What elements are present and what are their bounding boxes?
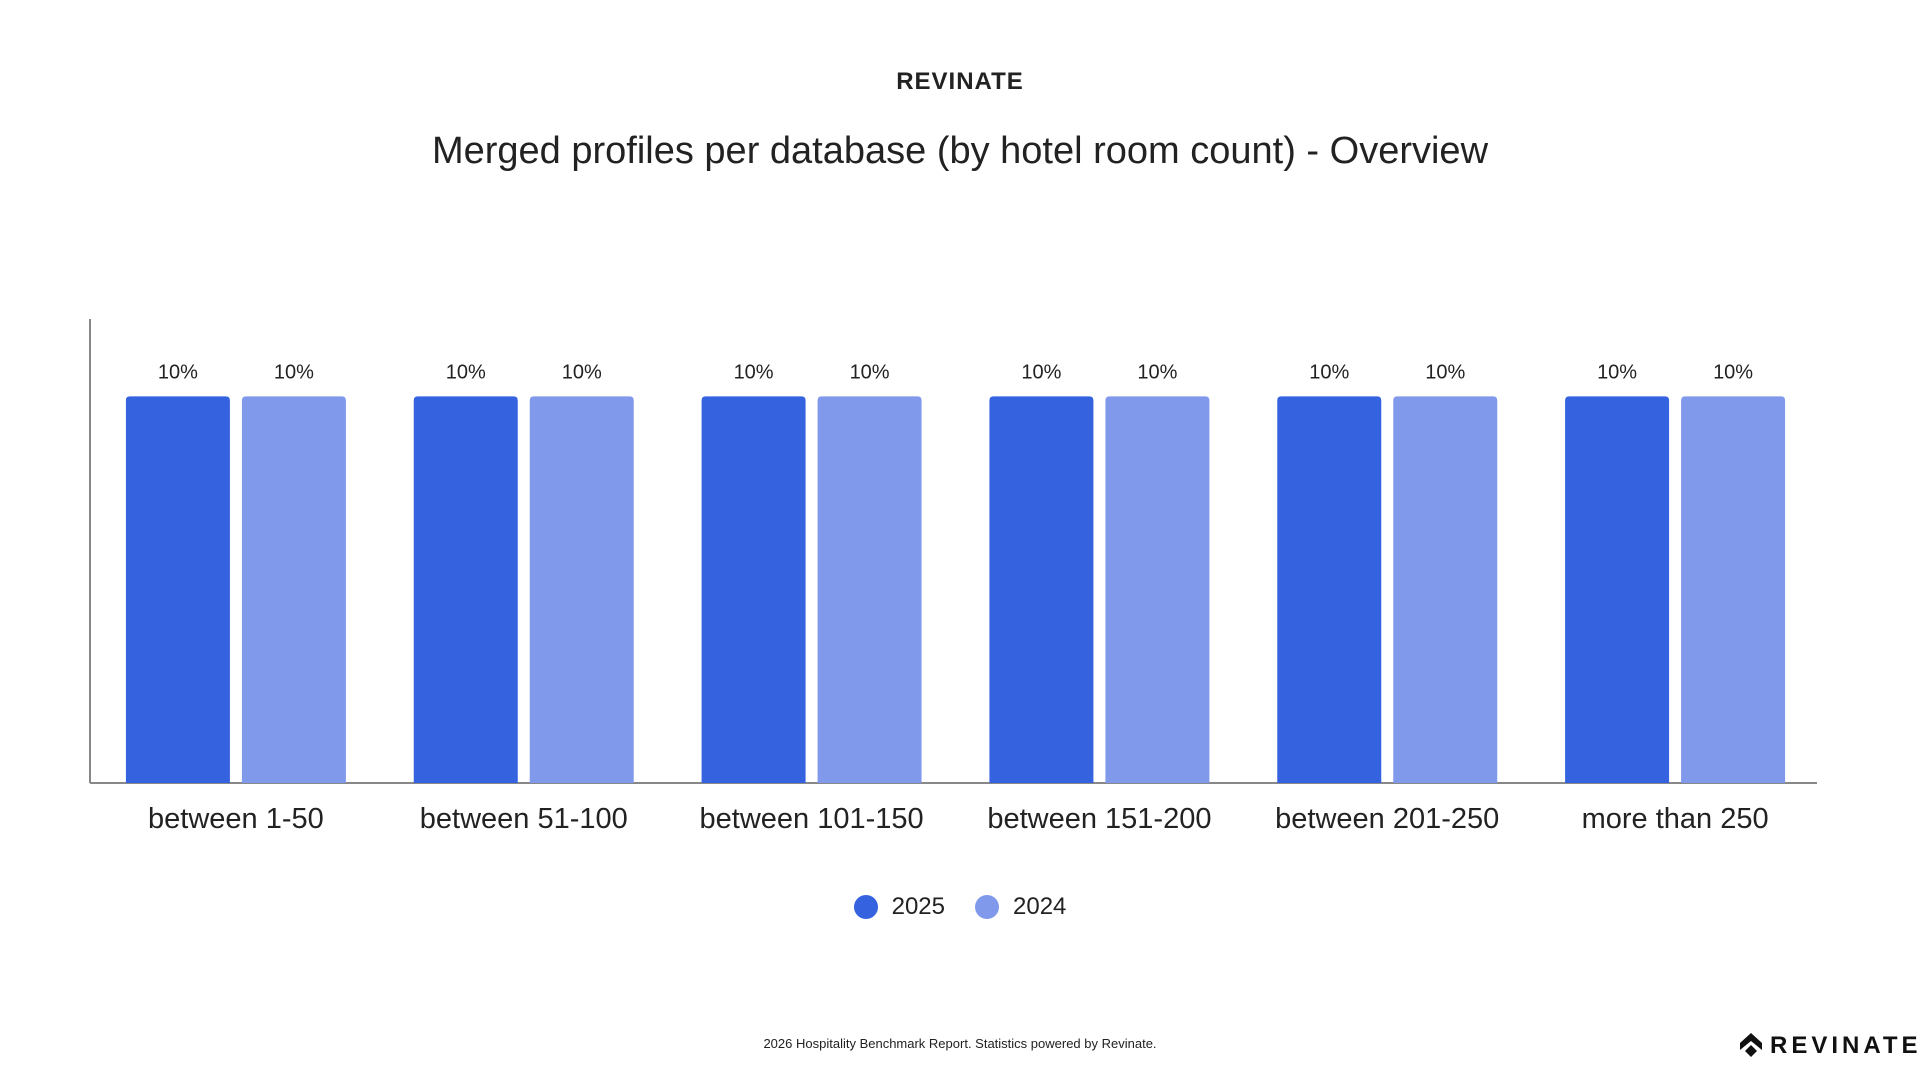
legend-swatch-2024	[975, 895, 999, 919]
bar-2024	[1105, 396, 1210, 783]
data-label: 10%	[274, 361, 314, 383]
x-tick-label: between 51-100	[420, 803, 628, 835]
bar-2025	[989, 396, 1094, 783]
bar-2024	[817, 396, 922, 783]
revinate-logo: REVINATE	[1740, 1032, 1920, 1060]
x-tick-label: between 201-250	[1275, 803, 1499, 835]
chart-title: Merged profiles per database (by hotel r…	[431, 130, 1489, 172]
data-label: 10%	[562, 361, 602, 383]
data-label: 10%	[1713, 361, 1753, 383]
data-label: 10%	[1137, 361, 1177, 383]
data-label: 10%	[158, 361, 198, 383]
legend-label: 2025	[891, 893, 945, 920]
x-tick-label: between 151-200	[987, 803, 1211, 835]
data-label: 10%	[1425, 361, 1465, 383]
data-label: 10%	[1021, 361, 1061, 383]
bar-2024	[529, 396, 634, 783]
data-label: 10%	[1309, 361, 1349, 383]
bar-2025	[413, 396, 518, 783]
data-label: 10%	[850, 361, 890, 383]
bar-2025	[1565, 396, 1670, 783]
x-tick-label: between 1-50	[148, 803, 324, 835]
legend: 2025 2024	[0, 893, 1920, 921]
bar-2025	[701, 396, 806, 783]
footer-text: 2026 Hospitality Benchmark Report. Stati…	[763, 1036, 1157, 1051]
bar-2024	[1393, 396, 1498, 783]
bar-2025	[125, 396, 230, 783]
data-label: 10%	[446, 361, 486, 383]
legend-item-2025[interactable]: 2025	[853, 893, 945, 921]
bar-2025	[1277, 396, 1382, 783]
brand-heading: REVINATE	[896, 68, 1024, 95]
bar-2024	[1681, 396, 1786, 783]
legend-label: 2024	[1013, 893, 1067, 920]
logo-text: REVINATE	[1770, 1032, 1920, 1059]
x-tick-label: between 101-150	[700, 803, 924, 835]
legend-swatch-2025	[853, 895, 878, 919]
data-label: 10%	[734, 361, 774, 383]
bar-2024	[241, 396, 346, 783]
revinate-logo-icon	[1740, 1033, 1762, 1057]
data-label: 10%	[1597, 361, 1637, 383]
legend-item-2024[interactable]: 2024	[975, 893, 1066, 921]
x-tick-label: more than 250	[1582, 803, 1769, 835]
